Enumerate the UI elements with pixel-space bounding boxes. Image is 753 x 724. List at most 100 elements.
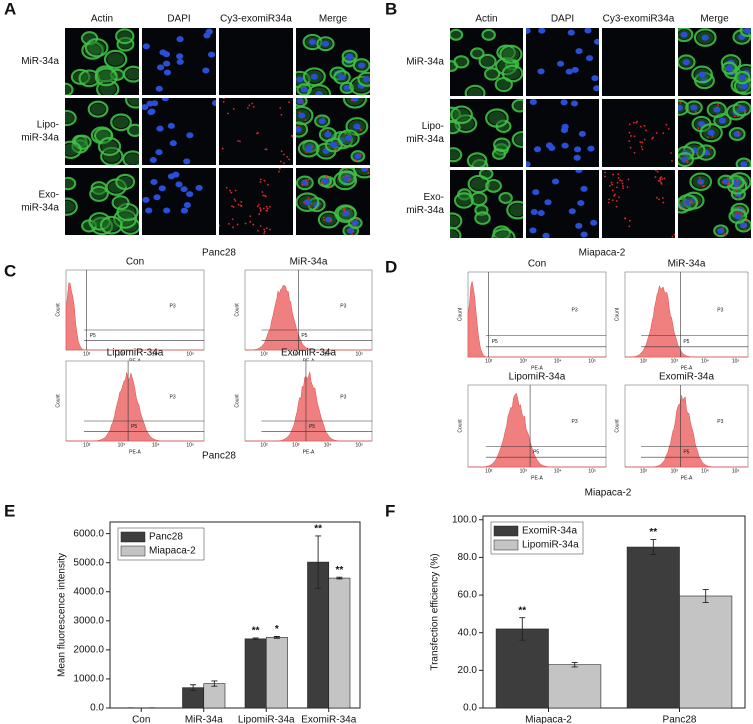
- cy3-dot: [614, 193, 616, 196]
- actin-fill: [472, 49, 483, 58]
- tick-label: 10²: [640, 468, 648, 474]
- histogram: [625, 395, 748, 468]
- nucleus: [570, 100, 579, 107]
- nucleus: [526, 28, 531, 34]
- nucleus: [145, 207, 153, 214]
- actin: [728, 127, 746, 141]
- bar: [203, 683, 226, 709]
- cy3-dot: [726, 177, 729, 179]
- cy3-dot: [722, 227, 724, 229]
- cy3-dot: [251, 102, 254, 105]
- cy3-dot: [641, 148, 644, 151]
- cy3-dot: [660, 181, 663, 184]
- cy3-dot: [604, 175, 607, 178]
- cy3-dot: [231, 218, 234, 221]
- nucleus: [565, 68, 573, 75]
- bar: [265, 637, 288, 709]
- error-bar: [336, 576, 343, 580]
- cells: [450, 170, 523, 238]
- nucleus: [346, 53, 354, 60]
- nucleus: [537, 68, 545, 75]
- nucleus: [701, 34, 709, 41]
- nucleus: [568, 208, 576, 215]
- cy3-dot: [319, 202, 321, 205]
- actin: [450, 105, 473, 124]
- actin: [511, 131, 523, 148]
- histogram: [245, 285, 372, 351]
- cells: [628, 120, 673, 162]
- actin-fill: [92, 188, 106, 200]
- nucleus: [738, 74, 747, 81]
- micrograph-bg: [142, 98, 216, 165]
- cy3-dot: [615, 200, 618, 202]
- micrograph: [600, 170, 675, 239]
- cy3-dot: [733, 115, 736, 118]
- nucleus: [591, 75, 599, 82]
- error-bar: [650, 539, 657, 556]
- tick-label: 10⁵: [732, 358, 740, 364]
- actin: [65, 109, 77, 127]
- cy3-dot: [263, 179, 266, 182]
- nucleus: [169, 140, 177, 147]
- cells: [526, 28, 599, 92]
- cy3-dot: [671, 235, 674, 238]
- actin-fill: [81, 72, 98, 85]
- micrograph-bg: [142, 168, 216, 235]
- cy3-dot: [294, 127, 296, 129]
- tick-label: 10⁴: [554, 358, 562, 364]
- nucleus: [186, 132, 194, 139]
- nucleus: [537, 210, 545, 217]
- plot-frame: [482, 515, 746, 709]
- nucleus: [697, 178, 705, 185]
- cells: [142, 171, 203, 214]
- nucleus: [578, 130, 586, 137]
- actin: [732, 100, 751, 117]
- tick-label: 10⁴: [324, 351, 332, 357]
- column-label: Actin: [475, 14, 497, 25]
- cy3-dot: [344, 210, 347, 213]
- tick-label: 10²: [485, 468, 493, 474]
- micrograph: [678, 99, 751, 167]
- panel-label: A: [4, 0, 16, 18]
- nucleus: [308, 38, 317, 45]
- nucleus: [363, 76, 370, 83]
- tick-label: 10⁵: [186, 351, 194, 357]
- actin: [65, 176, 77, 191]
- actin: [450, 147, 463, 163]
- cy3-dot: [600, 237, 602, 239]
- cy3-dot: [355, 159, 358, 162]
- cy3-dot: [326, 129, 329, 132]
- cy3-dot: [350, 138, 352, 141]
- actin-fill: [476, 213, 489, 223]
- cy3-dot: [690, 202, 693, 204]
- significance-label: **: [252, 626, 260, 637]
- cy3-dot: [706, 136, 709, 139]
- micrograph: [219, 168, 293, 235]
- cy3-dot: [640, 145, 643, 148]
- cy3-dot: [737, 134, 740, 137]
- cy3-dot: [740, 211, 743, 214]
- cy3-dot: [306, 183, 309, 186]
- actin: [347, 216, 363, 230]
- gate-label: P3: [170, 303, 176, 309]
- axis-label: Count: [614, 307, 620, 321]
- actin: [296, 192, 320, 212]
- actin: [115, 28, 135, 45]
- micrograph: [678, 170, 751, 238]
- cy3-dot: [221, 147, 224, 150]
- nucleus: [707, 129, 715, 136]
- cy3-dot: [628, 219, 631, 222]
- cy3-dot: [735, 194, 738, 197]
- nucleus: [211, 100, 216, 107]
- actin-fill: [486, 69, 498, 79]
- actin-fill: [103, 218, 120, 232]
- actin: [466, 152, 488, 167]
- cy3-dot: [244, 222, 247, 225]
- cy3-dot: [348, 180, 350, 182]
- micrograph-bg: [219, 28, 293, 95]
- legend-label: Miapaca-2: [149, 546, 196, 557]
- actin: [316, 36, 335, 52]
- nucleus: [351, 98, 359, 102]
- tick-label: 10²: [485, 358, 493, 364]
- nucleus: [175, 181, 183, 188]
